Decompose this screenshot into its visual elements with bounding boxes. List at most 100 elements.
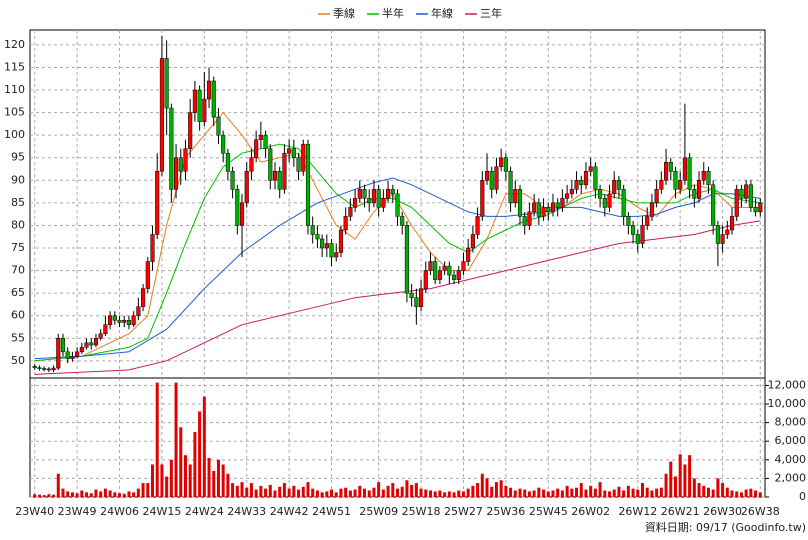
volume-bar [659, 487, 663, 497]
volume-bar [315, 490, 319, 497]
x-tick-label: 24W42 [270, 505, 309, 518]
candle-body [645, 216, 650, 226]
volume-bar [650, 490, 654, 497]
volume-bar [447, 491, 451, 497]
volume-bar [202, 396, 206, 497]
y-tick-label: 65 [11, 286, 25, 299]
y-tick-label: 110 [4, 83, 25, 96]
candle-body [607, 193, 612, 208]
volume-bar [47, 494, 51, 497]
volume-bar [56, 473, 60, 497]
candle-body [668, 161, 673, 172]
candle-body [475, 216, 480, 235]
x-tick-label: 26W02 [571, 505, 610, 518]
volume-bar [80, 490, 84, 497]
volume-bar [282, 483, 286, 497]
candle-body [244, 171, 249, 204]
candle-body [188, 112, 193, 149]
x-tick-label: 26W38 [741, 505, 780, 518]
candle-body [75, 351, 80, 357]
candle-body [282, 152, 287, 190]
volume-bar [372, 487, 376, 497]
candle-body [461, 261, 466, 271]
candle-body [211, 80, 216, 118]
volume-bar [410, 484, 414, 497]
volume-bar [424, 489, 428, 497]
candle-body [192, 89, 197, 113]
candle-body [390, 189, 395, 195]
volume-bar [174, 382, 178, 497]
candle-body [315, 234, 320, 240]
volume-bar [749, 488, 753, 497]
candle-body [263, 134, 268, 149]
volume-bar [735, 491, 739, 497]
y-tick-label: 60 [11, 309, 25, 322]
legend-label: 三年 [480, 6, 502, 20]
candle-body [541, 207, 546, 217]
volume-bar [216, 459, 220, 497]
candle-body [348, 207, 353, 217]
x-tick-label: 26W30 [703, 505, 742, 518]
candle-body [484, 171, 490, 181]
candle-body [649, 202, 654, 217]
ma-line [34, 111, 761, 362]
footer: 資料日期: 09/17 (Goodinfo.tw) [645, 520, 806, 534]
volume-bar [480, 473, 484, 497]
candle-body [46, 368, 51, 371]
volume-bar [471, 485, 475, 497]
candle-body [174, 157, 179, 190]
volume-bar [249, 483, 253, 497]
volume-bar [113, 492, 117, 497]
legend-label: 年線 [431, 6, 453, 20]
volume-bar [706, 487, 710, 497]
volume-bar [363, 488, 367, 497]
candle-body [602, 198, 607, 208]
candle-body [626, 216, 631, 226]
volume-bar [504, 485, 508, 497]
candle-body [635, 234, 640, 244]
volume-bar [136, 488, 140, 497]
volume-bar [264, 488, 268, 497]
candle-body [400, 216, 405, 226]
candle-body [433, 261, 438, 280]
volume-bar [579, 483, 583, 497]
candle-body [301, 143, 306, 172]
volume-bar [37, 494, 41, 497]
x-tick-label: 24W06 [100, 505, 139, 518]
volume-bar [683, 464, 687, 497]
volume-bar [612, 489, 616, 497]
candle-body [682, 157, 687, 181]
candle-body [98, 333, 103, 339]
y2-tick-label: 4,000 [775, 453, 807, 466]
candle-body [37, 367, 42, 369]
volume-bar [132, 492, 136, 497]
volume-bar [692, 478, 696, 497]
candle-body [513, 189, 518, 204]
volume-panel [29, 377, 766, 498]
volume-bar [278, 486, 282, 497]
candle-body [696, 180, 702, 199]
legend-label: 半年 [382, 6, 404, 20]
candle-body [579, 180, 584, 186]
ma-line [34, 220, 761, 375]
volume-bar [584, 489, 588, 497]
y2-tick-label: 0 [799, 490, 806, 503]
volume-bar [608, 491, 612, 497]
volume-bar [466, 488, 470, 497]
volume-bar [151, 464, 154, 497]
volume-bar [75, 493, 79, 497]
volume-bar [273, 490, 277, 497]
y-tick-label: 70 [11, 264, 25, 277]
volume-bar [122, 493, 126, 497]
candle-body [89, 342, 94, 346]
candle-body [470, 234, 475, 249]
candle-body [616, 180, 621, 190]
volume-bar [268, 484, 272, 497]
volume-bar [198, 411, 202, 497]
volume-bar [89, 493, 93, 497]
candle-body [136, 306, 141, 316]
candle-body [692, 189, 697, 199]
volume-bar [664, 473, 668, 497]
candle-body [216, 116, 221, 136]
